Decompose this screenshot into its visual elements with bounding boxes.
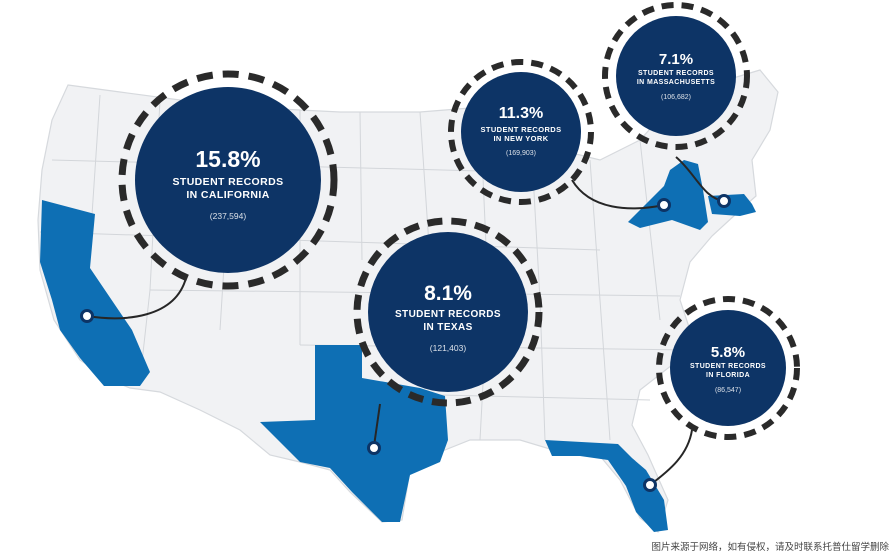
callout-label-line2: IN NEW YORK — [493, 134, 549, 144]
callout-count: (86,547) — [714, 386, 742, 394]
callout-ring-california — [118, 70, 338, 290]
pins — [80, 194, 731, 492]
callout-texas: 8.1% STUDENT RECORDS IN TEXAS (121,403) — [378, 282, 518, 353]
pin-texas — [367, 441, 381, 455]
pin-new-york — [657, 198, 671, 212]
connector-texas — [373, 403, 381, 447]
callout-circles — [118, 2, 800, 440]
callout-percent: 15.8% — [195, 146, 261, 172]
pin-california — [80, 309, 94, 323]
callout-ring-florida — [656, 296, 800, 440]
callout-ring-new-york — [448, 59, 594, 205]
connector-california — [86, 277, 187, 320]
callout-label-line2: IN TEXAS — [423, 321, 473, 333]
florida-shape — [545, 440, 668, 532]
callout-percent: 8.1% — [424, 282, 472, 305]
callout-label-line1: STUDENT RECORDS — [480, 125, 562, 134]
callout-label-line2: IN MASSACHUSETTS — [636, 78, 716, 86]
california-shape — [40, 200, 150, 386]
callout-label-line1: STUDENT RECORDS — [689, 363, 766, 370]
callout-florida: 5.8% STUDENT RECORDS IN FLORIDA (86,547) — [678, 344, 778, 394]
callout-count: (106,682) — [661, 93, 691, 101]
callout-label-line1: STUDENT RECORDS — [637, 70, 714, 77]
callout-percent: 7.1% — [658, 51, 694, 68]
callout-new-york: 11.3% STUDENT RECORDS IN NEW YORK (169,9… — [471, 105, 571, 157]
callout-massachusetts: 7.1% STUDENT RECORDS IN MASSACHUSETTS (1… — [621, 51, 731, 101]
pin-massachusetts — [717, 194, 731, 208]
callout-label-line1: STUDENT RECORDS — [172, 176, 284, 188]
callout-ring-massachusetts — [602, 2, 750, 150]
callout-label-line2: IN FLORIDA — [705, 371, 751, 379]
callout-count: (121,403) — [429, 343, 467, 353]
new-york-shape — [628, 160, 708, 230]
pin-florida — [643, 478, 657, 492]
watermark-text: 图片来源于网络，如有侵权，请及时联系托普仕留学删除 — [651, 542, 889, 553]
callout-label-line2: IN CALIFORNIA — [186, 189, 270, 202]
callout-ring-texas — [353, 217, 543, 407]
connector-new-york — [571, 179, 665, 210]
callout-count: (169,903) — [506, 149, 536, 157]
callout-label-line1: STUDENT RECORDS — [394, 309, 501, 320]
callout-california: 15.8% STUDENT RECORDS IN CALIFORNIA (237… — [148, 146, 308, 221]
callout-count: (237,594) — [209, 211, 247, 222]
callout-percent: 11.3% — [498, 105, 544, 122]
callout-percent: 5.8% — [710, 344, 746, 361]
